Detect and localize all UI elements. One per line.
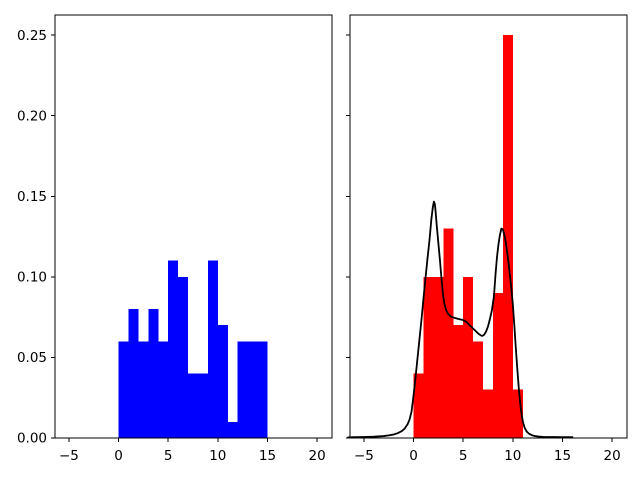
y-tick-label: 0.05 [17, 350, 47, 366]
hist-bar-left [188, 373, 198, 438]
x-tick-label: −5 [354, 448, 374, 464]
axes-frame-left [54, 14, 333, 439]
hist-bar-left [168, 260, 179, 438]
hist-bar-right [463, 276, 474, 438]
x-tick-label: 20 [309, 448, 326, 464]
x-tick-label: −5 [59, 448, 79, 464]
y-tick-label: 0.25 [17, 28, 47, 44]
x-tick-label: 20 [604, 448, 621, 464]
kde-curve [347, 200, 574, 439]
hist-bar-left [148, 309, 159, 438]
hist-bar-right [413, 373, 424, 438]
hist-bar-right [443, 228, 454, 438]
axes-frame-right [349, 14, 628, 439]
hist-bar-left [138, 341, 149, 438]
x-tick-label: 10 [504, 448, 521, 464]
y-tick-label: 0.10 [17, 270, 47, 286]
hist-bar-left [178, 276, 189, 438]
hist-bar-left [197, 373, 208, 438]
y-tick-label: 0.20 [17, 108, 47, 124]
hist-bar-left [128, 309, 139, 438]
hist-bar-right [473, 341, 484, 438]
hist-bar-left [257, 341, 268, 438]
hist-bar-right [423, 276, 434, 438]
hist-bar-right [453, 325, 464, 438]
x-tick-label: 5 [459, 448, 468, 464]
x-tick-label: 5 [164, 448, 173, 464]
hist-bar-right [512, 389, 523, 438]
hist-bar-left [247, 341, 258, 438]
hist-bar-right [502, 35, 513, 438]
hist-bar-right [483, 389, 493, 438]
hist-bar-left [158, 341, 169, 438]
x-tick-label: 15 [554, 448, 571, 464]
x-tick-label: 0 [114, 448, 123, 464]
hist-bar-left [118, 341, 129, 438]
hist-bar-right [433, 276, 444, 438]
hist-bar-left [217, 325, 228, 438]
y-tick-label: 0.15 [17, 189, 47, 205]
x-tick-label: 10 [209, 448, 226, 464]
hist-bar-left [207, 260, 218, 438]
y-tick-label: 0.00 [17, 431, 47, 447]
x-tick-label: 15 [259, 448, 276, 464]
hist-bar-left [237, 341, 248, 438]
x-tick-label: 0 [409, 448, 418, 464]
hist-bar-right [492, 292, 503, 438]
hist-bar-left [227, 421, 238, 438]
